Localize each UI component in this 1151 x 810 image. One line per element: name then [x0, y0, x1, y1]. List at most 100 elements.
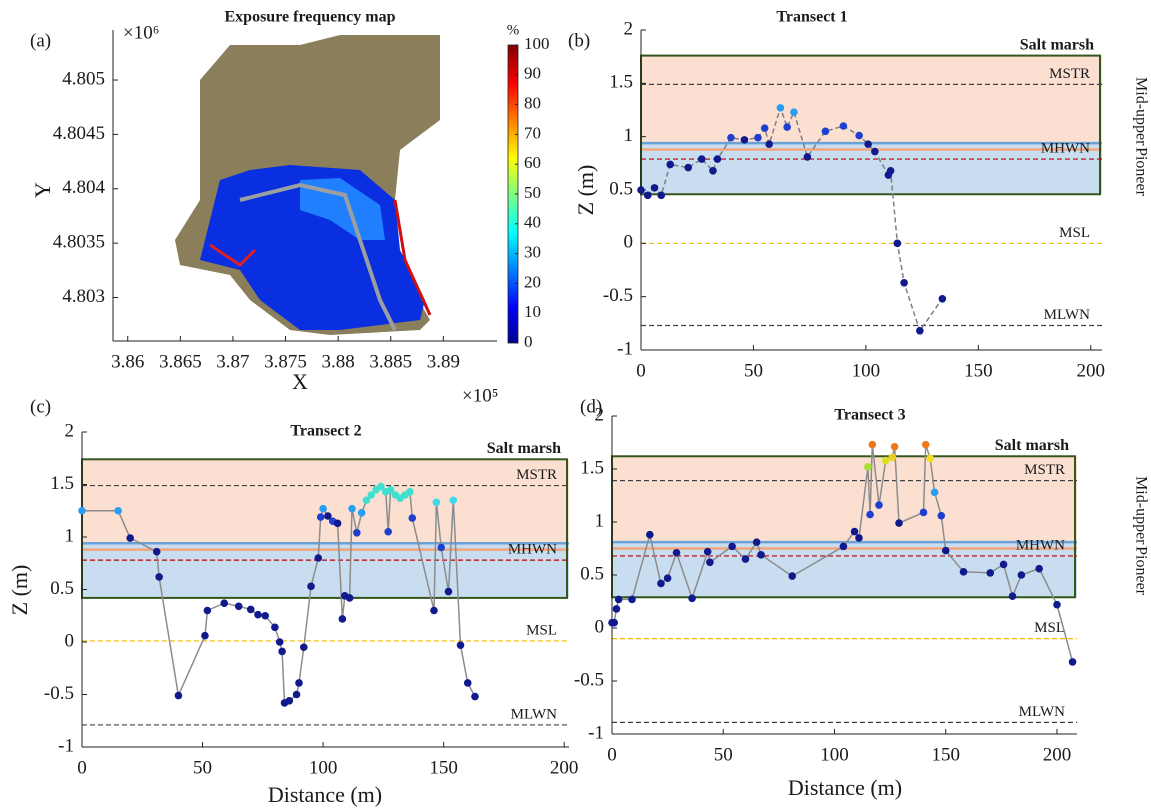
- colorbar-tick-label: 10: [524, 302, 541, 321]
- survey-point: [246, 605, 255, 614]
- y-tick-label: 4.8045: [53, 123, 105, 144]
- band-label: Mid-upper: [1132, 476, 1149, 545]
- survey-point: [78, 506, 86, 515]
- y-tick-label: 0.5: [609, 178, 633, 199]
- y-tick-label: -1: [588, 722, 604, 743]
- x-tick-label: 0: [77, 757, 87, 778]
- y-tick-label: 0: [595, 616, 605, 637]
- survey-point: [765, 140, 773, 148]
- colorbar-tick-label: 70: [524, 123, 541, 142]
- survey-point: [666, 160, 675, 169]
- survey-point: [444, 587, 453, 596]
- panel-title: Transect 2: [290, 423, 361, 440]
- survey-point: [839, 122, 848, 130]
- survey-point: [430, 606, 438, 615]
- band-label: Pioneer: [1132, 147, 1149, 197]
- survey-point: [657, 579, 665, 588]
- survey-point: [152, 547, 161, 556]
- survey-point: [986, 569, 995, 577]
- survey-point: [348, 504, 356, 513]
- survey-point: [754, 133, 762, 142]
- y-tick-label: 1: [624, 125, 634, 146]
- survey-point: [174, 691, 183, 700]
- colorbar-tick-label: 100: [524, 34, 550, 53]
- level-label: MSTR: [1024, 462, 1065, 478]
- x-tick-label: 0: [607, 744, 617, 765]
- survey-point: [357, 509, 366, 517]
- x-tick-label: 3.865: [159, 351, 202, 372]
- y-tick-label: 2: [595, 404, 605, 425]
- survey-point: [300, 643, 308, 652]
- x-multiplier: ×10⁵: [462, 385, 498, 406]
- y-tick-label: 4.805: [62, 68, 105, 89]
- x-tick-label: 50: [193, 757, 212, 778]
- y-tick-label: 1.5: [580, 457, 604, 478]
- survey-point: [760, 124, 769, 132]
- survey-point: [850, 527, 859, 536]
- survey-point: [1017, 571, 1026, 579]
- survey-point: [220, 599, 229, 607]
- level-label: MSL: [1059, 225, 1090, 241]
- survey-point: [449, 496, 458, 505]
- survey-point: [740, 136, 749, 144]
- survey-point: [408, 514, 417, 522]
- y-tick-label: 2: [65, 420, 75, 441]
- survey-point: [292, 690, 301, 699]
- survey-point: [930, 488, 939, 497]
- survey-point: [1008, 592, 1017, 600]
- x-tick-label: 50: [744, 360, 763, 381]
- survey-point: [285, 697, 294, 705]
- y-tick-label: 1: [65, 525, 75, 546]
- zone-band: [612, 542, 1077, 598]
- survey-point: [333, 519, 342, 528]
- colorbar-tick-label: 80: [524, 94, 541, 113]
- survey-point: [886, 167, 895, 175]
- survey-point: [728, 542, 736, 551]
- survey-point: [367, 491, 376, 499]
- survey-point: [643, 191, 652, 200]
- level-label: MSL: [1034, 620, 1065, 636]
- x-tick-label: 3.885: [369, 351, 412, 372]
- y-tick-label: -0.5: [44, 683, 74, 704]
- level-label: MSL: [526, 622, 557, 638]
- panel-title: Exposure frequency map: [225, 9, 396, 26]
- y-tick-label: 0.5: [580, 563, 604, 584]
- survey-point: [126, 534, 135, 542]
- survey-point: [926, 454, 934, 463]
- colorbar-tick-label: 40: [524, 213, 541, 232]
- x-tick-label: 200: [1077, 360, 1106, 381]
- y-tick-label: -0.5: [603, 285, 633, 306]
- survey-point: [752, 538, 761, 546]
- survey-point: [855, 534, 863, 542]
- survey-point: [713, 155, 722, 163]
- survey-point: [314, 554, 323, 562]
- survey-point: [203, 606, 212, 615]
- survey-point: [471, 692, 479, 701]
- panel-label: (d): [580, 396, 602, 417]
- survey-point: [776, 104, 785, 112]
- panel-label: (a): [30, 30, 51, 51]
- y-tick-label: 1.5: [50, 473, 74, 494]
- survey-point: [919, 508, 928, 517]
- survey-point: [697, 155, 706, 163]
- survey-point: [657, 191, 666, 200]
- survey-point: [353, 529, 361, 537]
- x-axis-label: Distance (m): [268, 782, 382, 807]
- x-tick-label: 150: [964, 360, 993, 381]
- survey-point: [821, 127, 830, 136]
- y-axis-label: Z (m): [7, 565, 32, 616]
- survey-point: [377, 482, 385, 491]
- zone-band: [82, 459, 569, 550]
- survey-point: [1053, 600, 1061, 609]
- survey-point: [155, 573, 163, 581]
- x-tick-label: 3.86: [111, 351, 144, 372]
- survey-point: [803, 153, 812, 161]
- survey-point: [703, 547, 712, 556]
- survey-point: [650, 184, 659, 192]
- survey-point: [888, 453, 897, 462]
- survey-point: [999, 560, 1008, 569]
- panel-label: (c): [30, 396, 51, 417]
- survey-point: [384, 527, 392, 536]
- survey-point: [646, 530, 654, 539]
- level-label: MSTR: [1049, 66, 1090, 82]
